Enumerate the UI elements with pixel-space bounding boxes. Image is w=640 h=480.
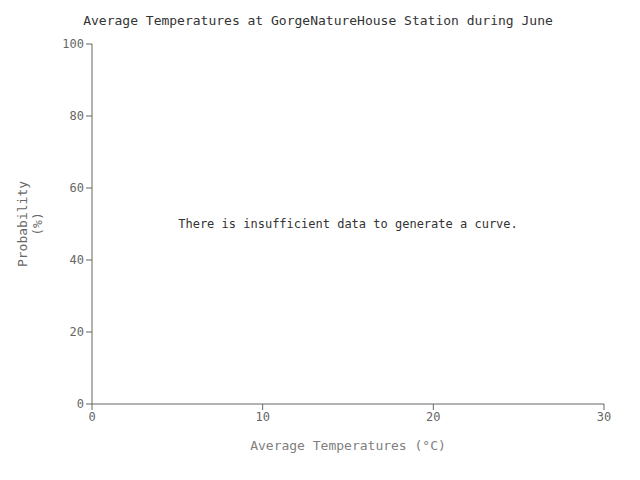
svg-text:40: 40	[70, 253, 84, 267]
html-text:Average Temperatures at GorgeN: Average Temperatures at GorgeNatureHouse…	[83, 13, 553, 28]
html-text:There is insufficient data to: There is insufficient data to generate a…	[178, 217, 518, 231]
svg-text:0: 0	[77, 397, 84, 411]
svg-text:Average Temperatures (°C): Average Temperatures (°C)	[250, 438, 446, 453]
svg-text:100: 100	[62, 37, 84, 51]
svg-text:60: 60	[70, 181, 84, 195]
svg-text:20: 20	[70, 325, 84, 339]
svg-text:0: 0	[88, 410, 95, 424]
svg-text:10: 10	[255, 410, 269, 424]
html-text:Probability (%): Probability (%)	[15, 181, 45, 267]
svg-text:30: 30	[597, 410, 611, 424]
svg-text:20: 20	[426, 410, 440, 424]
svg-text:80: 80	[70, 109, 84, 123]
